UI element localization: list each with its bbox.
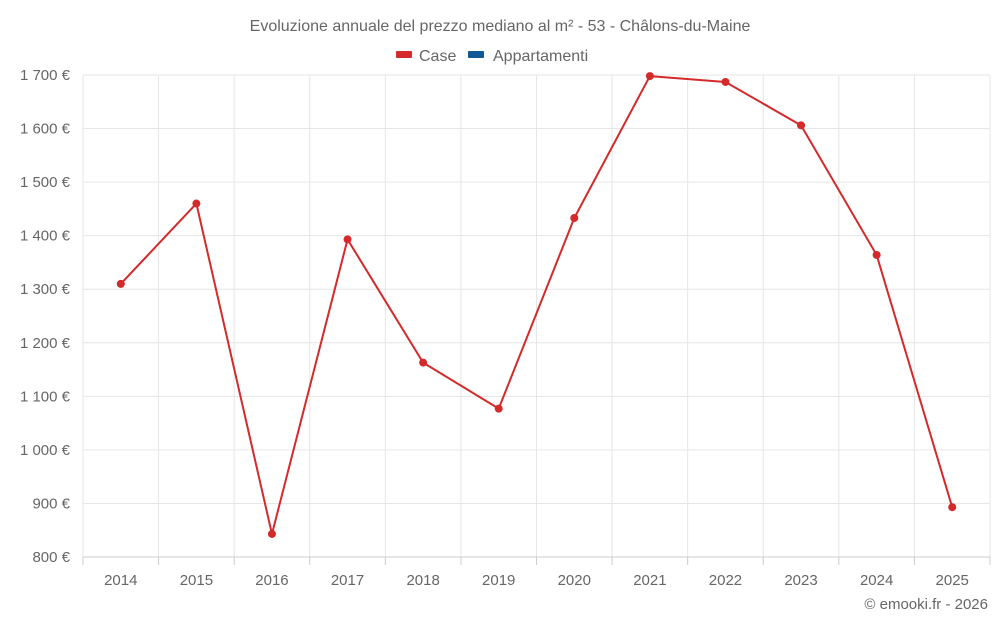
x-tick-label: 2017 [331,572,364,589]
data-point-case-2019[interactable] [494,404,503,413]
x-tick-label: 2019 [482,572,515,589]
x-tick-label: 2024 [860,572,893,589]
y-axis-ticks: 800 € 900 € 1 000 € 1 100 € 1 200 € 1 300 € 1 … [20,67,71,566]
credit: © emooki.fr - 2026 [864,596,988,613]
y-tick-label: 1 700 € [20,67,71,84]
legend-label-case: Case [419,48,456,65]
x-tick-label: 2021 [633,572,666,589]
y-tick-label: 1 000 € [20,442,71,459]
data-point-case-2024[interactable] [872,250,881,259]
x-axis-ticks: 2014 2015 2016 2017 2018 2019 2020 2021 2022 2023… [82,557,991,589]
series-case [116,72,957,538]
x-tick-label: 2023 [784,572,817,589]
legend: Case Appartamenti [396,48,588,65]
x-tick-label: 2018 [406,572,439,589]
y-tick-label: 1 200 € [20,335,71,352]
y-tick-label: 1 500 € [20,174,71,191]
x-tick-label: 2020 [558,572,591,589]
data-point-case-2020[interactable] [570,213,579,222]
legend-label-appartamenti: Appartamenti [493,48,588,65]
chart-title: Evoluzione annuale del prezzo mediano al… [250,18,751,35]
data-point-case-2015[interactable] [192,199,201,208]
y-tick-label: 800 € [32,549,70,566]
legend-swatch-appartamenti [468,51,484,58]
x-gridlines [82,75,991,557]
y-tick-label: 1 100 € [20,388,71,405]
y-tick-label: 1 600 € [20,121,71,138]
x-tick-label: 2015 [180,572,213,589]
data-point-case-2016[interactable] [267,529,276,538]
data-point-case-2017[interactable] [343,235,352,244]
y-tick-label: 900 € [32,495,70,512]
x-tick-label: 2022 [709,572,742,589]
data-point-case-2025[interactable] [948,503,957,512]
data-point-case-2018[interactable] [419,358,428,367]
legend-item-case[interactable]: Case [396,48,456,65]
x-tick-label: 2016 [255,572,288,589]
series-line-case [120,75,954,535]
y-gridlines [83,74,990,504]
x-tick-label: 2014 [104,572,137,589]
data-point-case-2014[interactable] [116,279,125,288]
data-point-case-2022[interactable] [721,77,730,86]
x-tick-label: 2025 [936,572,969,589]
y-tick-label: 1 300 € [20,281,71,298]
legend-swatch-case [396,51,412,58]
data-point-case-2021[interactable] [645,72,654,81]
y-tick-label: 1 400 € [20,228,71,245]
data-point-case-2023[interactable] [797,121,806,130]
legend-item-appartamenti[interactable]: Appartamenti [468,48,588,65]
